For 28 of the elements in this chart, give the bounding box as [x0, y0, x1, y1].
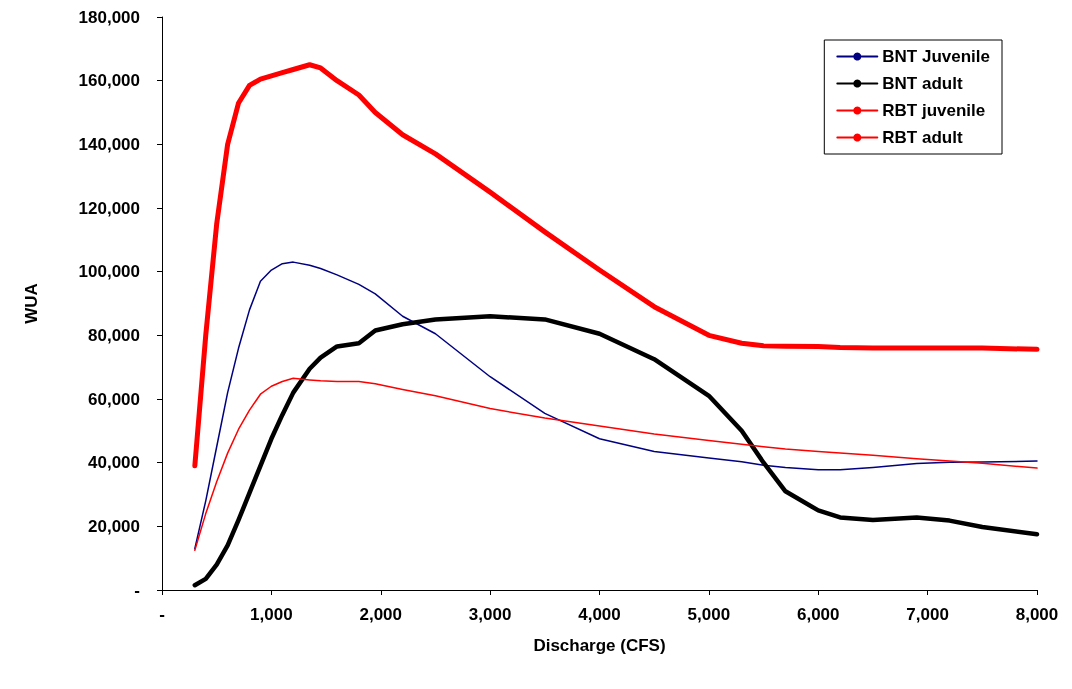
x-tick-label: 2,000: [359, 605, 403, 624]
y-tick-label: 140,000: [78, 134, 140, 154]
line-series: [194, 377, 1038, 551]
x-tick-label: 4,000: [578, 605, 621, 624]
x-tick-label: 5,000: [687, 605, 731, 624]
line-series: [194, 261, 1038, 550]
line-series: [192, 313, 1040, 588]
x-tick-label: 1,000: [250, 605, 293, 624]
y-axis-title: WUA: [22, 283, 41, 324]
y-tick-label: 20,000: [88, 516, 140, 536]
x-axis-title: Discharge (CFS): [533, 636, 666, 655]
legend-label: RBT adult: [882, 128, 963, 147]
y-tick-label: 60,000: [88, 389, 140, 409]
y-tick-label: 40,000: [88, 453, 140, 473]
x-tick-label: 6,000: [796, 605, 840, 624]
legend-label: RBT juvenile: [882, 101, 986, 120]
x-tick-label: 8,000: [1015, 605, 1059, 624]
y-tick-label: -: [134, 580, 140, 600]
y-tick-label: 80,000: [88, 325, 140, 345]
y-tick-label: 180,000: [78, 7, 140, 27]
x-tick-label: 3,000: [468, 605, 512, 624]
y-tick-label: 160,000: [78, 71, 140, 91]
y-tick-label: 100,000: [78, 262, 140, 282]
legend-label: BNT adult: [882, 74, 963, 93]
y-tick-label: 120,000: [78, 198, 140, 218]
x-tick-label: -: [159, 605, 165, 624]
legend-label: BNT Juvenile: [882, 47, 991, 66]
x-tick-label: 7,000: [906, 605, 949, 624]
